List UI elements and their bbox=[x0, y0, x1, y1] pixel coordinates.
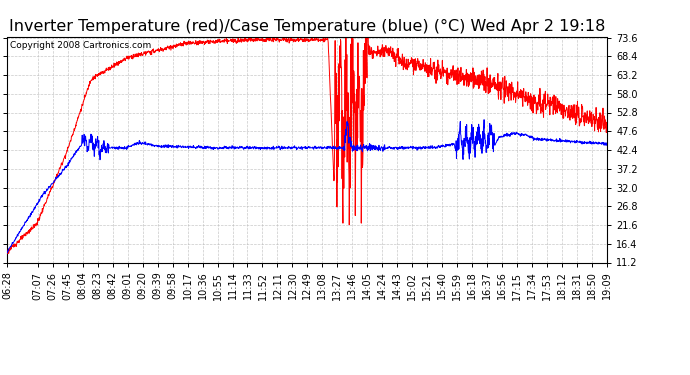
Title: Inverter Temperature (red)/Case Temperature (blue) (°C) Wed Apr 2 19:18: Inverter Temperature (red)/Case Temperat… bbox=[9, 18, 605, 33]
Text: Copyright 2008 Cartronics.com: Copyright 2008 Cartronics.com bbox=[10, 41, 151, 50]
